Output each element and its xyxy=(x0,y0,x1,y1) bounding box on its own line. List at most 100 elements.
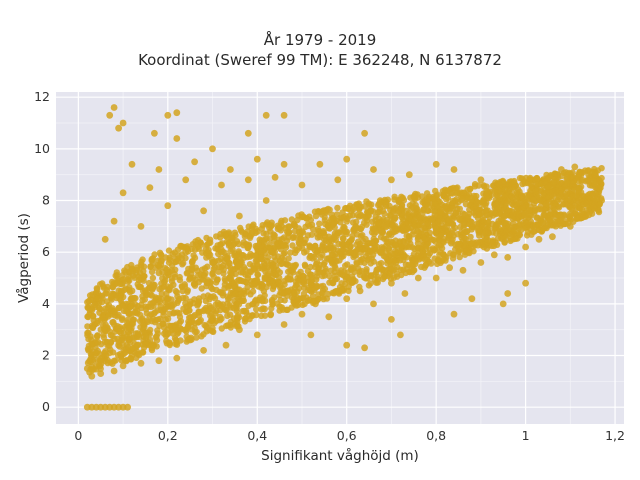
scatter-point xyxy=(243,279,250,286)
scatter-point xyxy=(469,198,476,205)
scatter-point xyxy=(471,195,479,202)
scatter-point xyxy=(329,222,336,229)
scatter-point xyxy=(114,275,121,282)
scatter-point xyxy=(415,229,423,236)
scatter-point xyxy=(351,268,358,275)
scatter-point xyxy=(91,303,99,311)
scatter-point xyxy=(379,245,386,253)
scatter-point xyxy=(263,275,270,282)
scatter-point xyxy=(126,322,134,329)
scatter-point xyxy=(404,218,411,225)
scatter-point xyxy=(459,195,466,202)
scatter-point xyxy=(227,304,235,311)
scatter-point xyxy=(581,213,588,220)
scatter-point xyxy=(260,230,267,237)
scatter-point xyxy=(534,214,541,221)
scatter-point xyxy=(379,275,387,283)
scatter-point xyxy=(122,300,130,308)
scatter-point xyxy=(261,305,268,313)
scatter-point xyxy=(280,256,287,263)
scatter-point xyxy=(412,215,419,222)
scatter-point xyxy=(214,245,221,252)
scatter-point xyxy=(435,204,442,212)
scatter-point xyxy=(315,246,322,254)
scatter-point xyxy=(484,239,491,246)
scatter-point xyxy=(323,255,331,262)
scatter-point xyxy=(164,202,172,210)
scatter-point xyxy=(493,201,501,208)
scatter-point xyxy=(254,254,262,261)
scatter-point xyxy=(222,253,229,261)
scatter-point xyxy=(444,217,451,224)
scatter-point xyxy=(436,209,444,216)
scatter-point xyxy=(226,311,234,318)
scatter-point xyxy=(111,321,118,328)
scatter-point xyxy=(399,226,406,234)
scatter-point xyxy=(592,172,599,179)
scatter-point xyxy=(514,186,522,193)
scatter-point xyxy=(263,221,270,228)
scatter-point xyxy=(168,275,175,282)
scatter-point xyxy=(84,329,91,337)
scatter-point xyxy=(321,272,328,279)
scatter-point xyxy=(189,274,197,281)
scatter-point xyxy=(508,181,515,189)
scatter-point xyxy=(274,300,281,307)
scatter-point xyxy=(595,188,603,195)
scatter-point xyxy=(100,326,108,333)
scatter-point xyxy=(162,265,169,272)
scatter-point xyxy=(435,218,442,225)
scatter-point xyxy=(554,197,561,204)
scatter-point xyxy=(238,259,245,266)
scatter-point xyxy=(293,302,300,309)
scatter-point xyxy=(391,266,398,273)
scatter-point xyxy=(435,242,443,249)
scatter-point xyxy=(249,312,256,320)
scatter-point xyxy=(446,231,453,239)
scatter-point xyxy=(496,187,503,194)
scatter-point xyxy=(119,403,127,411)
scatter-point xyxy=(270,233,278,240)
scatter-point xyxy=(336,257,343,264)
scatter-point xyxy=(119,119,127,127)
scatter-point xyxy=(501,205,508,212)
scatter-point xyxy=(117,353,125,361)
scatter-point xyxy=(224,253,231,260)
scatter-point xyxy=(450,310,458,318)
scatter-point xyxy=(218,315,225,322)
scatter-point xyxy=(246,268,253,275)
scatter-point xyxy=(131,340,138,348)
scatter-point xyxy=(580,194,588,201)
scatter-point xyxy=(452,185,460,192)
scatter-point xyxy=(237,297,244,304)
scatter-point xyxy=(139,348,146,356)
scatter-point xyxy=(507,193,514,200)
scatter-point xyxy=(194,243,202,251)
scatter-point xyxy=(576,212,583,219)
scatter-point xyxy=(137,283,144,291)
scatter-point xyxy=(386,269,393,276)
scatter-point xyxy=(101,235,109,243)
scatter-point xyxy=(400,197,408,204)
scatter-point xyxy=(409,231,416,238)
scatter-point xyxy=(540,211,547,219)
scatter-point xyxy=(431,246,439,254)
scatter-point xyxy=(398,243,405,250)
scatter-point xyxy=(116,343,123,350)
scatter-point xyxy=(276,274,283,281)
scatter-point xyxy=(328,257,335,264)
scatter-point xyxy=(296,244,303,251)
scatter-point xyxy=(440,203,448,211)
scatter-point xyxy=(476,211,483,219)
scatter-point xyxy=(529,223,537,230)
scatter-point xyxy=(550,179,557,186)
scatter-point xyxy=(394,249,402,256)
scatter-point xyxy=(495,205,502,212)
scatter-point xyxy=(208,256,216,263)
scatter-point xyxy=(376,208,383,216)
scatter-point xyxy=(587,173,594,180)
scatter-point xyxy=(385,258,393,265)
scatter-point xyxy=(391,247,399,255)
scatter-point xyxy=(113,279,121,286)
scatter-point xyxy=(325,238,333,246)
